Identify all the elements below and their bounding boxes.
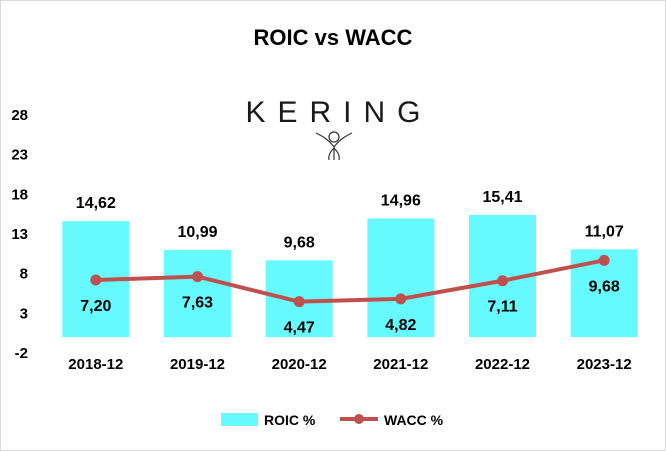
y-tick-label: 13 (11, 226, 28, 243)
roic-data-label: 15,41 (482, 189, 522, 206)
roic-bar (367, 218, 435, 338)
y-tick-label: 3 (20, 305, 28, 322)
y-tick-label: 18 (11, 186, 28, 203)
wacc-data-label: 7,63 (182, 295, 213, 312)
x-tick-label: 2023-12 (577, 356, 632, 373)
x-tick-label: 2021-12 (373, 356, 428, 373)
x-tick-label: 2018-12 (68, 356, 123, 373)
y-tick-label: 28 (11, 107, 28, 124)
y-tick-label: 8 (20, 266, 28, 283)
wacc-series-line (95, 258, 605, 304)
wacc-data-label: 7,20 (80, 298, 111, 315)
roic-data-label: 10,99 (177, 224, 217, 241)
wacc-data-label: 4,82 (385, 317, 416, 334)
wacc-point (598, 254, 610, 266)
roic-data-label: 9,68 (284, 234, 315, 251)
kering-logo-text: KERING (245, 96, 432, 129)
legend-roic-label: ROIC % (264, 412, 316, 428)
wacc-data-label: 4,47 (284, 320, 315, 337)
roic-data-label: 11,07 (585, 223, 624, 240)
x-tick-label: 2020-12 (272, 356, 327, 373)
kering-logo: KERING (245, 96, 432, 161)
legend-wacc-marker (354, 414, 364, 424)
x-axis: 2018-12 2019-12 2020-12 2021-12 2022-12 2023-… (68, 356, 631, 373)
x-tick-label: 2019-12 (170, 356, 225, 373)
roic-bar (164, 249, 231, 338)
wacc-data-label: 7,11 (487, 299, 517, 316)
roic-bars (62, 214, 638, 338)
legend: ROIC % WACC % (221, 412, 444, 428)
legend-roic-swatch (221, 413, 258, 426)
wacc-data-label: 9,68 (589, 278, 620, 295)
y-tick-label: 23 (11, 147, 28, 164)
wacc-point (90, 274, 102, 286)
wacc-point (192, 271, 203, 283)
wacc-point (293, 296, 305, 308)
y-axis: 28 23 18 13 8 3 -2 (11, 107, 28, 362)
roic-data-labels: 14,62 10,99 9,68 14,96 15,41 11,07 (76, 189, 624, 251)
x-tick-label: 2022-12 (475, 356, 530, 373)
kering-owl-icon (315, 131, 353, 161)
chart-title: ROIC vs WACC (254, 25, 413, 50)
wacc-point (395, 293, 407, 305)
wacc-point (497, 275, 508, 287)
wacc-line (90, 254, 610, 308)
y-tick-label: -2 (15, 345, 28, 362)
wacc-data-labels: 7,20 7,63 4,47 4,82 7,11 9,68 (80, 278, 620, 336)
roic-data-label: 14,96 (381, 192, 421, 209)
legend-wacc-label: WACC % (384, 412, 444, 428)
roic-data-label: 14,62 (76, 195, 116, 212)
